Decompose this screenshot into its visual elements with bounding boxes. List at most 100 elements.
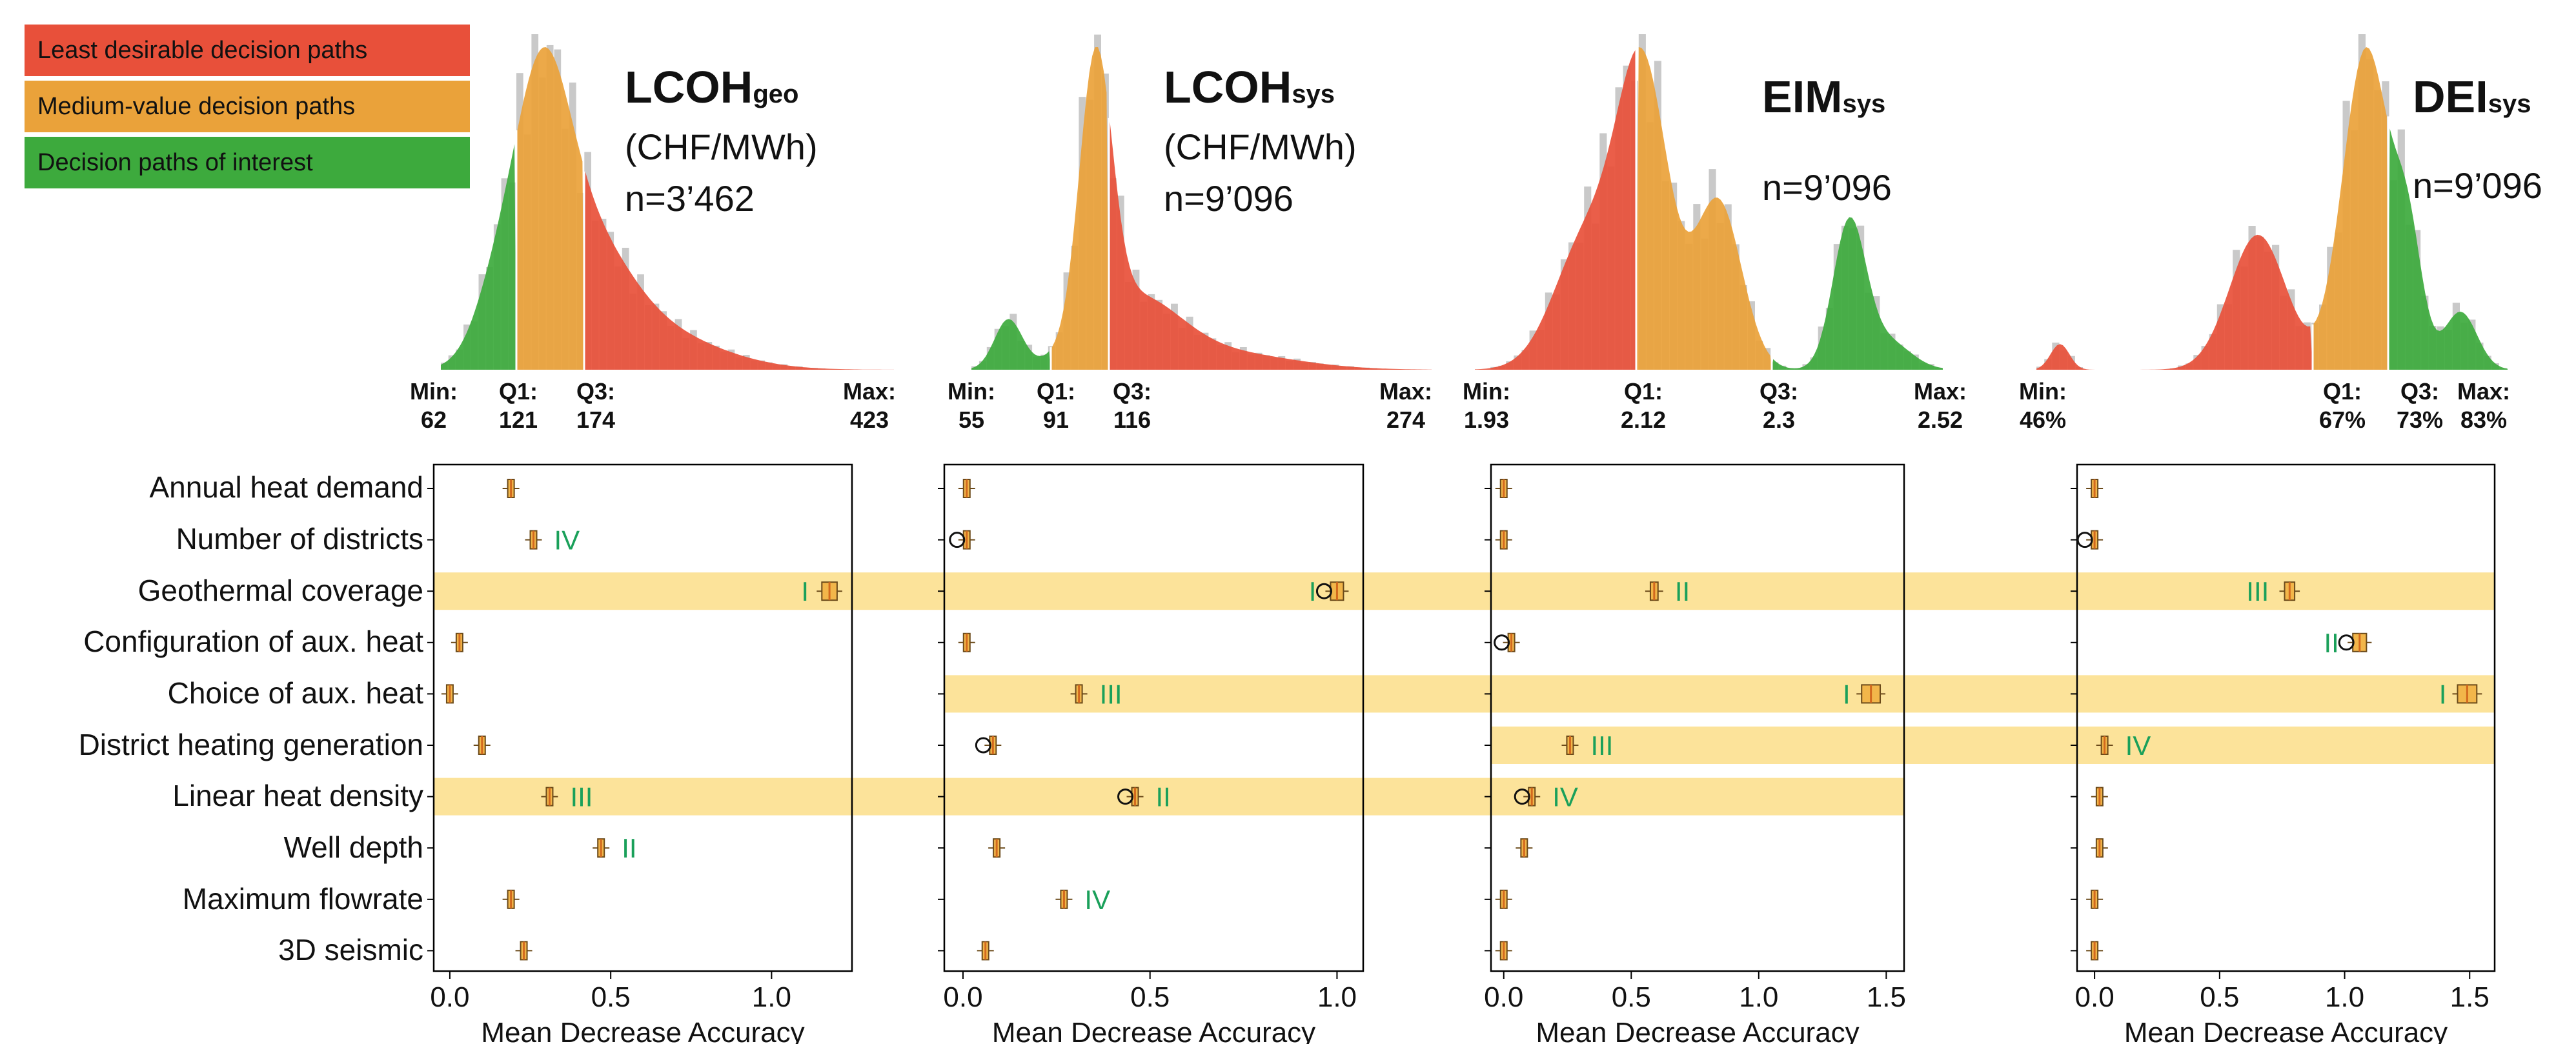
legend-label-least-desirable: Least desirable decision paths xyxy=(37,37,368,64)
legend-item-medium-value: Medium-value decision paths xyxy=(25,81,470,132)
stat-key: Q1: xyxy=(1623,378,1663,405)
title-main: LCOH xyxy=(1164,62,1292,112)
stat-q1: Q1: 121 xyxy=(473,377,563,434)
outlier-point xyxy=(1117,788,1134,805)
x-tick-label: 0.5 xyxy=(1130,981,1170,1013)
feature-highlight-band xyxy=(944,675,2495,713)
feature-highlight-band xyxy=(1491,727,2495,764)
legend-item-least-desirable: Least desirable decision paths xyxy=(25,25,470,76)
stat-key: Q3: xyxy=(576,378,615,405)
stat-key: Q3: xyxy=(1112,378,1151,405)
unit-lcoh-sys: (CHF/MWh) xyxy=(1164,126,1357,167)
rank-label: III xyxy=(1100,679,1122,709)
axes-frame xyxy=(432,463,853,972)
axes-frame xyxy=(2076,463,2496,972)
n-dei-sys: n=9’096 xyxy=(2413,165,2542,206)
feature-label: Maximum flowrate xyxy=(182,882,423,916)
stat-q3: Q3: 116 xyxy=(1087,377,1177,434)
histogram-panel xyxy=(971,34,1432,370)
legend-label-medium-value: Medium-value decision paths xyxy=(37,93,356,120)
title-main: DEI xyxy=(2413,72,2488,122)
stat-key: Max: xyxy=(1379,378,1433,405)
stat-value: 62 xyxy=(420,407,447,433)
stat-value: 2.12 xyxy=(1620,407,1667,433)
stat-value: 1.93 xyxy=(1463,407,1510,433)
distribution-histograms xyxy=(441,34,2508,370)
n-eim-sys: n=9’096 xyxy=(1762,167,1892,208)
rank-label: IV xyxy=(554,525,580,556)
stat-min: Min: 55 xyxy=(926,377,1017,434)
feature-label: Choice of aux. heat xyxy=(167,676,423,710)
title-subscript: sys xyxy=(1292,80,1335,108)
feature-highlight-band xyxy=(434,572,2495,610)
stat-value: 83% xyxy=(2460,407,2508,433)
stat-key: Min: xyxy=(1463,378,1510,405)
stat-value: 121 xyxy=(498,407,538,433)
x-tick-label: 0.0 xyxy=(943,981,982,1013)
x-tick-label: 0.0 xyxy=(1484,981,1523,1013)
density-lower-segment xyxy=(1475,49,1636,370)
feature-label: 3D seismic xyxy=(278,933,423,967)
x-tick-label: 1.0 xyxy=(1739,981,1778,1013)
density-upper-segment xyxy=(584,171,894,370)
density-upper-segment xyxy=(1109,117,1432,370)
stat-key: Q1: xyxy=(498,378,538,405)
title-main: LCOH xyxy=(625,62,753,112)
x-tick-label: 1.0 xyxy=(2325,981,2364,1013)
stat-q1: Q1: 2.12 xyxy=(1598,377,1689,434)
rank-label: II xyxy=(1675,576,1690,607)
n-lcoh-geo: n=3’462 xyxy=(625,178,755,219)
x-tick-label: 1.5 xyxy=(1867,981,1906,1013)
outlier-point xyxy=(949,532,966,548)
outlier-point xyxy=(975,737,991,754)
x-tick-label: 1.5 xyxy=(2450,981,2490,1013)
axes-frame xyxy=(943,463,1364,972)
rank-label: II xyxy=(622,833,636,863)
stat-max: Max: 423 xyxy=(824,377,915,434)
x-tick-label: 0.0 xyxy=(2075,981,2115,1013)
stat-max: Max: 274 xyxy=(1361,377,1451,434)
feature-label: District heating generation xyxy=(78,728,423,761)
outlier-point xyxy=(2338,634,2355,651)
histogram-panel xyxy=(441,34,894,370)
title-subscript: sys xyxy=(2488,90,2531,118)
outlier-point xyxy=(1494,634,1510,651)
x-tick-label: 0.5 xyxy=(591,981,631,1013)
feature-label: Annual heat demand xyxy=(149,470,423,504)
title-lcoh-geo: LCOHgeo xyxy=(625,65,798,110)
stat-value: 174 xyxy=(576,407,616,433)
stat-value: 274 xyxy=(1386,407,1426,433)
unit-lcoh-geo: (CHF/MWh) xyxy=(625,126,818,167)
rank-label: IV xyxy=(1552,782,1578,812)
x-tick-label: 0.5 xyxy=(2200,981,2239,1013)
stat-value: 46% xyxy=(2019,407,2067,433)
stat-value: 2.52 xyxy=(1917,407,1963,433)
density-lower-segment xyxy=(441,144,516,370)
stat-key: Min: xyxy=(948,378,995,405)
rank-label: I xyxy=(801,576,809,607)
x-tick-label: 1.0 xyxy=(1317,981,1357,1013)
stat-key: Max: xyxy=(842,378,897,405)
stat-q3: Q3: 73% xyxy=(2375,377,2465,434)
outlier-point xyxy=(1315,583,1332,599)
feature-label: Well depth xyxy=(283,830,423,864)
rank-label: I xyxy=(2439,679,2447,709)
density-middle-segment xyxy=(1636,47,1772,370)
stat-key: Max: xyxy=(1913,378,1967,405)
stat-value: 55 xyxy=(958,407,985,433)
density-middle-segment xyxy=(1051,47,1109,370)
feature-label: Number of districts xyxy=(176,522,423,556)
x-tick-label: 0.0 xyxy=(430,981,469,1013)
histogram-panel xyxy=(2036,34,2508,370)
rank-label: I xyxy=(1309,576,1317,607)
stat-min: Min: 62 xyxy=(389,377,479,434)
stat-max: Max: 83% xyxy=(2439,377,2529,434)
stat-value: 116 xyxy=(1113,407,1151,433)
rank-label: II xyxy=(1156,782,1171,812)
rank-label: IV xyxy=(2125,730,2151,761)
x-axis-label: Mean Decrease Accuracy xyxy=(2124,1017,2448,1044)
